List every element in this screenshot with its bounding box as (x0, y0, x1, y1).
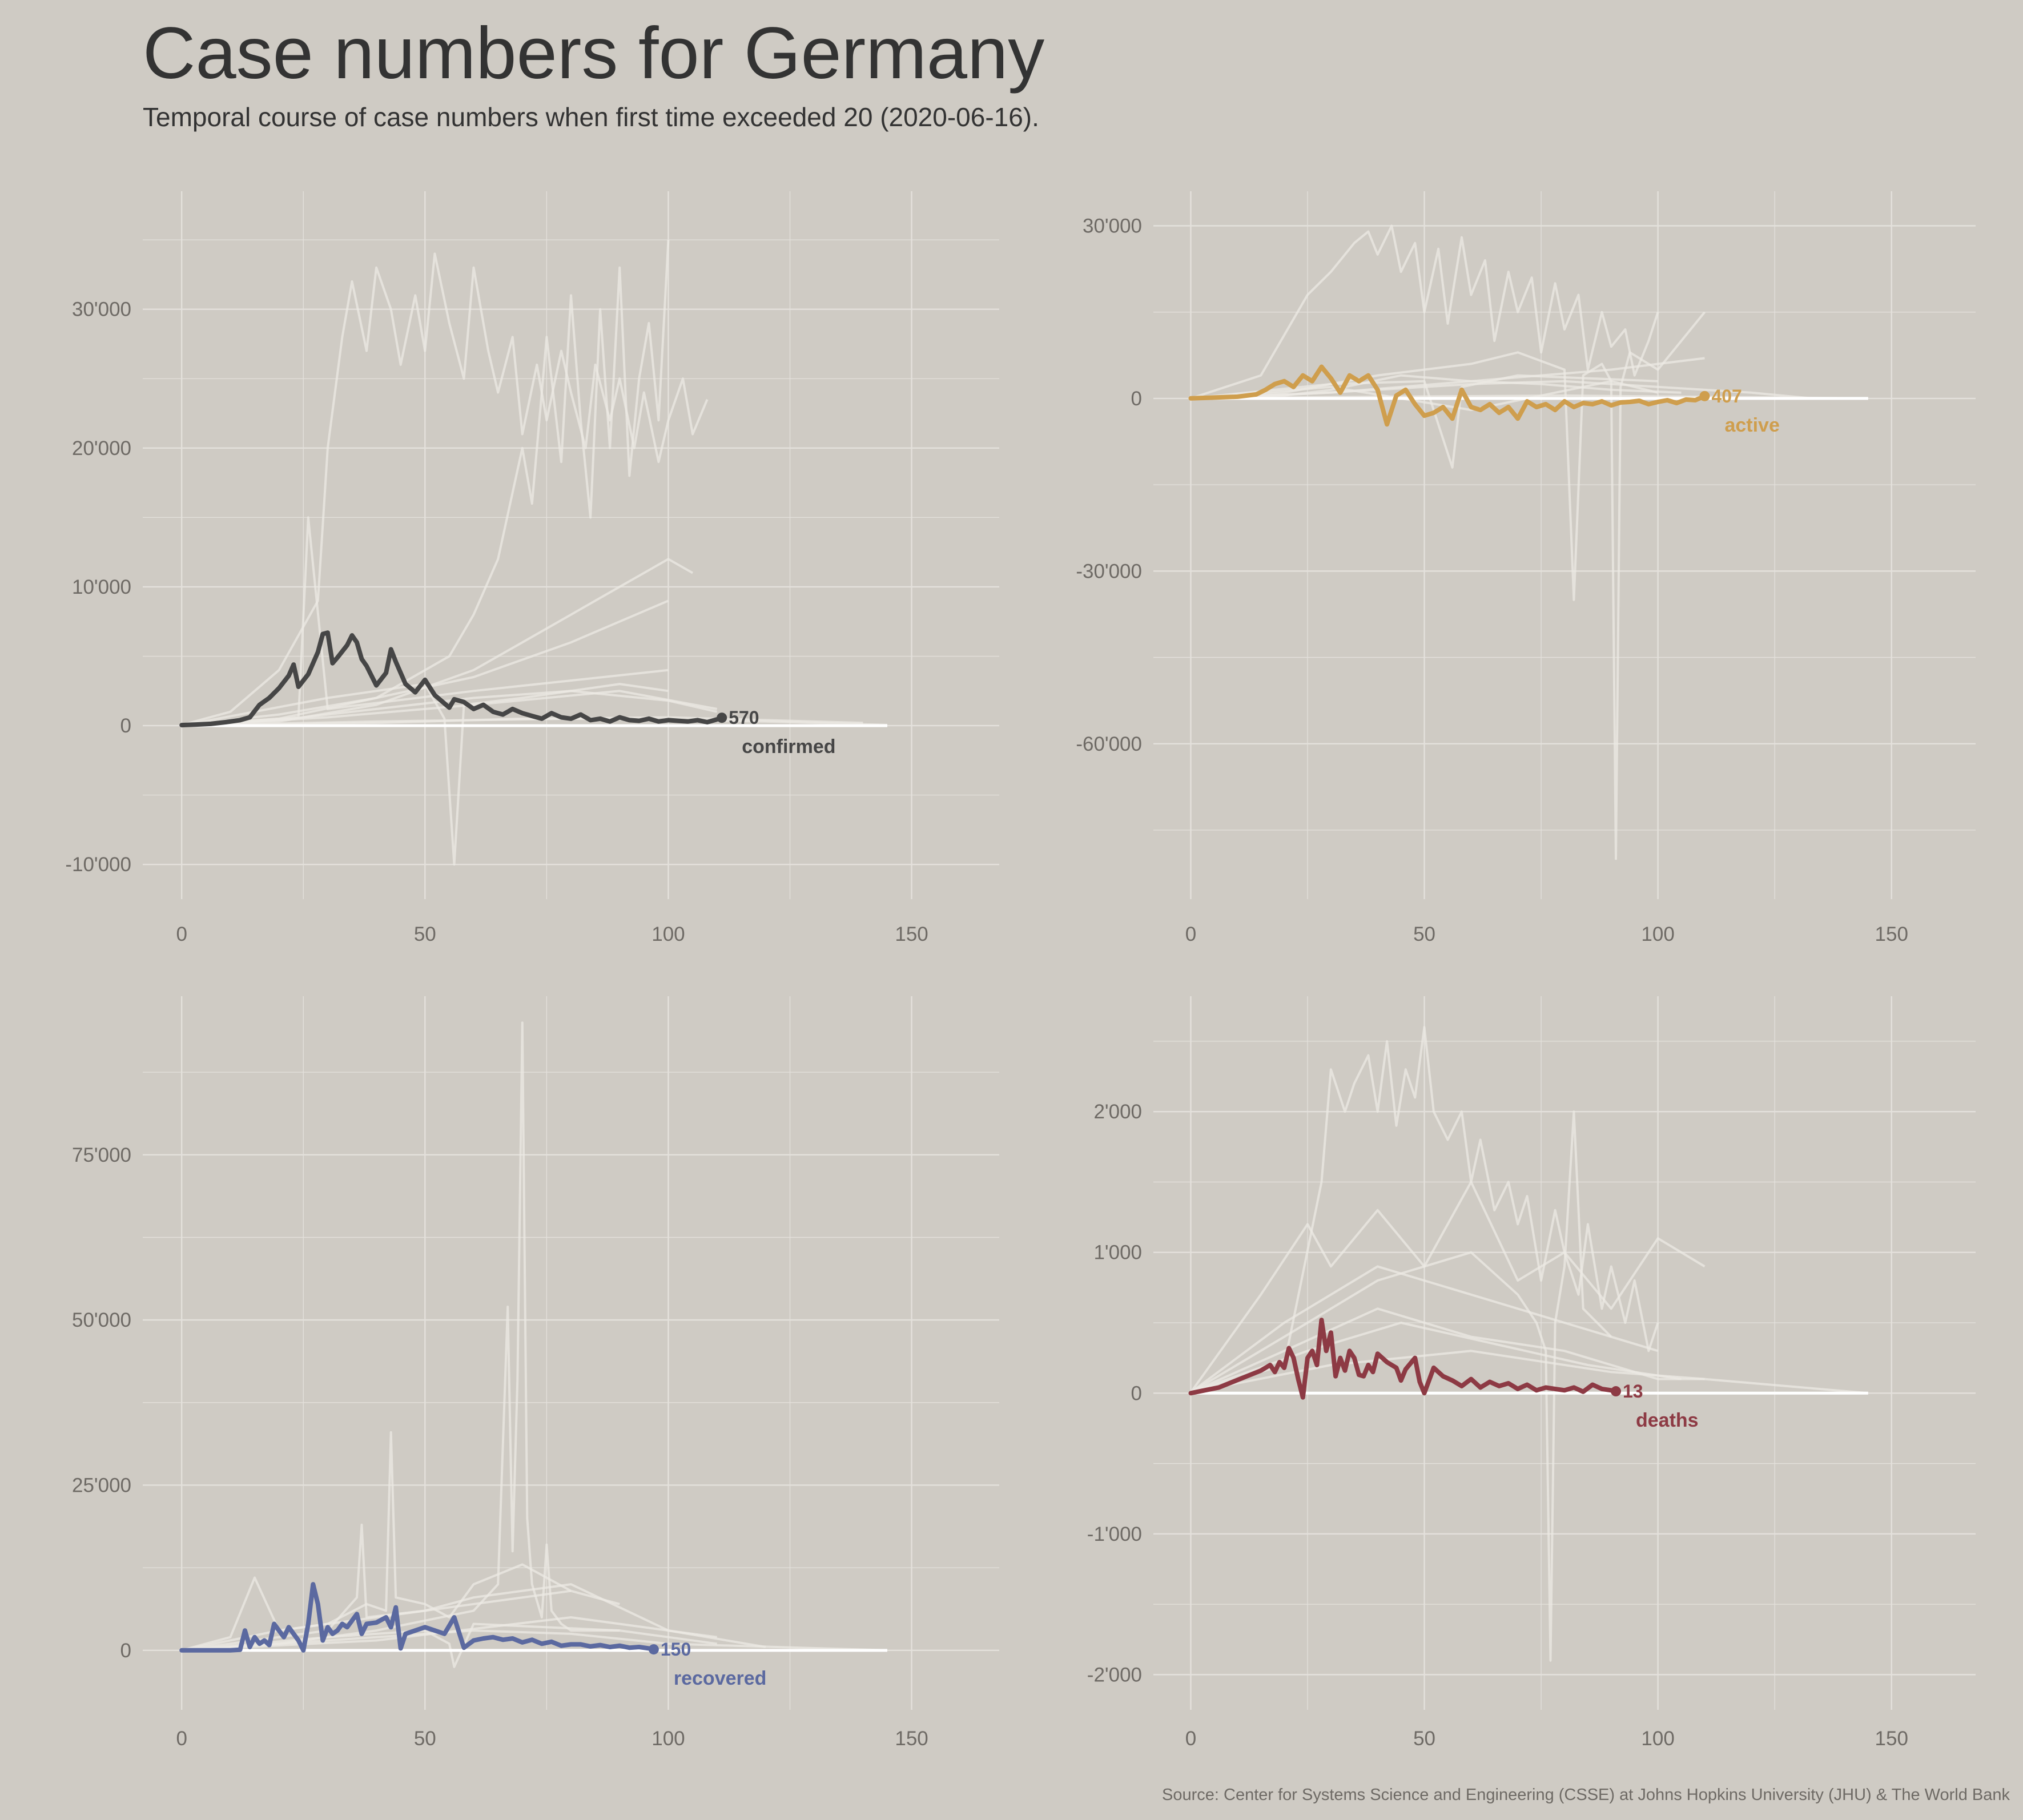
context-country-line (1190, 224, 1659, 400)
context-country-line (182, 1622, 620, 1668)
source-note: Source: Center for Systems Science and E… (1162, 1786, 2010, 1804)
x-tick-label: 100 (1641, 1728, 1674, 1750)
end-value-label: 150 (661, 1639, 691, 1660)
x-tick-label: 0 (1185, 923, 1196, 945)
context-country-line (182, 1021, 717, 1652)
y-tick-label: 10'000 (72, 576, 131, 598)
context-country-line (1190, 1265, 1659, 1394)
x-tick-label: 100 (651, 1728, 685, 1750)
context-country-line (182, 558, 694, 727)
context-country-line (1190, 1307, 1705, 1394)
y-tick-label: -2'000 (1087, 1664, 1142, 1686)
y-tick-label: 2'000 (1093, 1101, 1142, 1123)
y-tick-label: 50'000 (72, 1309, 131, 1331)
end-point (648, 1644, 659, 1655)
end-point (717, 712, 727, 723)
end-value-label: 570 (729, 707, 759, 728)
context-country-line (181, 252, 709, 726)
y-tick-label: -1'000 (1087, 1523, 1142, 1545)
x-tick-label: 50 (414, 923, 436, 945)
chart-title: Case numbers for Germany (143, 13, 1045, 94)
x-tick-label: 100 (651, 923, 685, 945)
context-country-line (182, 1629, 888, 1652)
x-tick-label: 50 (414, 1728, 436, 1750)
context-country-line (1191, 374, 1658, 469)
series-label: confirmed (742, 736, 835, 758)
x-tick-label: 0 (176, 923, 187, 945)
context-country-line (181, 683, 669, 866)
end-value-label: 407 (1711, 386, 1742, 406)
x-tick-label: 100 (1641, 923, 1674, 945)
chart-subtitle: Temporal course of case numbers when fir… (143, 102, 1039, 132)
x-tick-label: 150 (895, 1728, 928, 1750)
context-country-line (1191, 357, 1705, 400)
panel-deaths: 0 50 100 150 -2'000 -1'000 0 1'000 2'000 13 deaths (1087, 996, 1976, 1750)
context-country-line (1189, 1181, 1706, 1394)
y-tick-label: 75'000 (72, 1144, 131, 1166)
context-country-line (1190, 1110, 1612, 1662)
y-tick-label: 0 (1131, 1382, 1142, 1404)
context-lines (181, 1021, 888, 1668)
series-label: deaths (1636, 1410, 1699, 1431)
y-tick-label: -10'000 (65, 853, 131, 876)
y-tick-label: -30'000 (1076, 560, 1142, 582)
context-country-line (182, 516, 669, 727)
context-lines (181, 239, 888, 866)
context-country-line (182, 1616, 717, 1652)
series-label: active (1724, 414, 1779, 436)
end-value-label: 13 (1623, 1381, 1643, 1402)
context-lines (1189, 1026, 1868, 1662)
x-tick-label: 50 (1413, 1728, 1435, 1750)
context-country-line (1191, 380, 1659, 412)
y-tick-label: -60'000 (1076, 733, 1142, 755)
gridlines (1153, 191, 1976, 899)
end-point (1699, 390, 1710, 401)
gridlines (143, 996, 999, 1710)
y-tick-label: 30'000 (1083, 215, 1142, 237)
y-tick-label: 0 (120, 1640, 131, 1662)
y-tick-label: 1'000 (1093, 1242, 1142, 1264)
germany-line-confirmed (179, 630, 725, 728)
panel-confirmed: 0 50 100 150 -10'000 0 10'000 20'000 30'000 570 co… (65, 191, 999, 945)
x-tick-label: 0 (1185, 1728, 1196, 1750)
context-lines (1190, 224, 1868, 860)
end-point (1611, 1386, 1621, 1397)
y-tick-label: 0 (120, 715, 131, 737)
germany-line-recovered (179, 1582, 656, 1653)
x-tick-label: 150 (895, 923, 928, 945)
x-tick-label: 0 (176, 1728, 187, 1750)
context-country-line (181, 239, 670, 726)
y-tick-label: 20'000 (72, 437, 131, 460)
context-country-line (182, 690, 718, 727)
x-tick-label: 150 (1875, 923, 1908, 945)
panel-recovered: 0 50 100 150 0 25'000 50'000 75'000 150 recovered (72, 996, 999, 1750)
series-label: recovered (674, 1668, 767, 1689)
y-tick-label: 25'000 (72, 1474, 131, 1496)
panel-active: 0 50 100 150 -60'000 -30'000 0 30'000 407 active (1076, 191, 1976, 945)
germany-line-deaths (1188, 1318, 1618, 1400)
context-country-line (181, 1431, 620, 1652)
x-tick-label: 150 (1875, 1728, 1908, 1750)
y-tick-label: 30'000 (72, 299, 131, 321)
x-tick-label: 50 (1413, 923, 1435, 945)
germany-line-active (1188, 364, 1707, 427)
y-tick-label: 0 (1131, 388, 1142, 410)
context-country-line (1191, 311, 1706, 860)
